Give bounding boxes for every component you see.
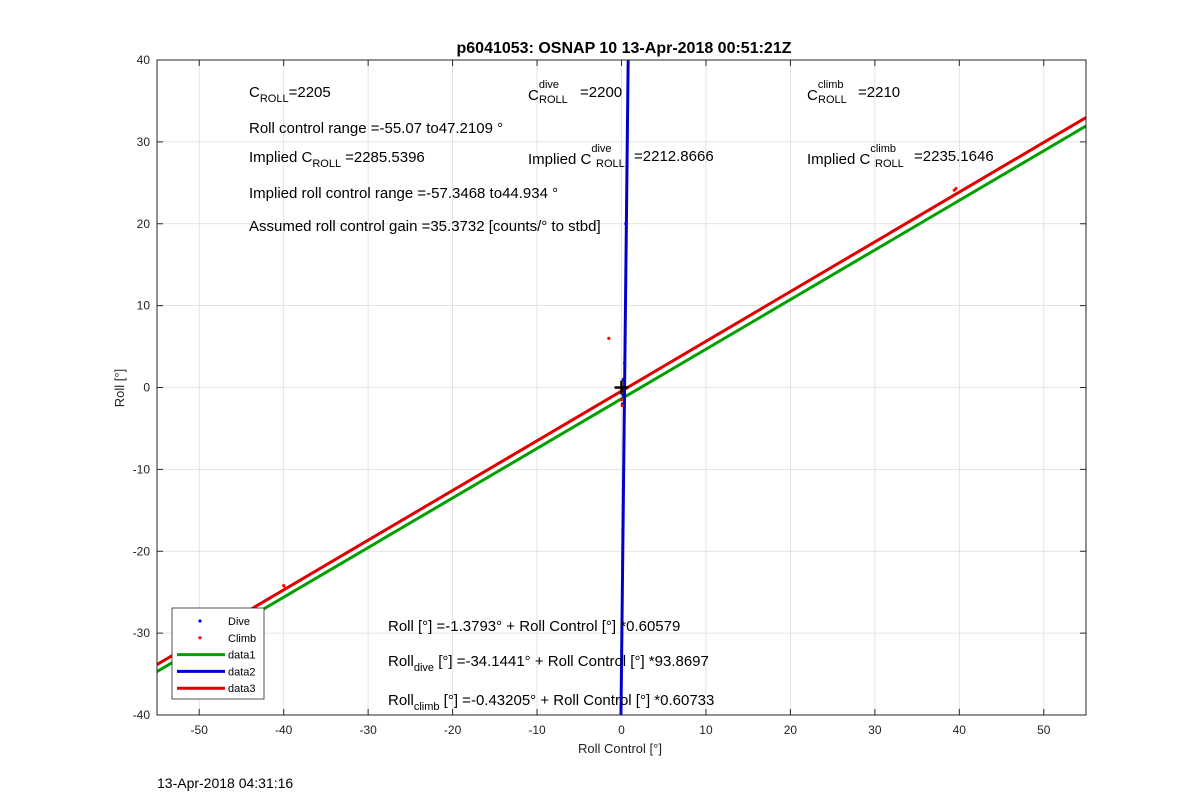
annotation-implied-c-dive: Implied Cdive ROLL =2212.8666 [528, 143, 714, 170]
annotation-implied-c-roll: Implied CROLL =2285.5396 [249, 149, 425, 170]
legend-label-climb: Climb [228, 633, 256, 645]
x-tick-label: 0 [618, 723, 625, 737]
y-tick-label: -20 [133, 544, 151, 558]
y-tick-label: 40 [137, 53, 151, 67]
series-layer [156, 59, 1087, 716]
x-tick-label: -30 [359, 723, 377, 737]
y-tick-label: 20 [137, 217, 151, 231]
legend-marker-climb [198, 636, 202, 640]
y-tick-label: 30 [137, 135, 151, 149]
y-tick-label: -40 [133, 708, 151, 722]
x-tick-label: 20 [784, 723, 798, 737]
legend: Dive Climb data1 data2 data3 [171, 607, 265, 700]
legend-label-data2: data2 [228, 666, 256, 678]
dive-point [624, 222, 628, 226]
legend-marker-dive [198, 619, 202, 623]
x-axis-label: Roll Control [°] [578, 741, 662, 756]
equation-roll-climb: Rollclimb [°] =-0.43205° + Roll Control … [388, 692, 714, 713]
annotation-c-roll-climb: Cclimb ROLL =2210 [807, 79, 900, 106]
y-tick-label: 10 [137, 299, 151, 313]
legend-label-dive: Dive [228, 616, 250, 628]
climb-point [282, 584, 286, 588]
climb-point [607, 336, 611, 340]
climb-point [283, 586, 287, 590]
legend-label-data1: data1 [228, 650, 256, 662]
annotation-roll-control-range: Roll control range =-55.07 to47.2109 ° [249, 120, 503, 137]
annotation-c-roll-dive: Cdive ROLL =2200 [528, 79, 622, 106]
climb-point [952, 188, 956, 192]
equation-roll-all: Roll [°] =-1.3793° + Roll Control [°] *0… [388, 618, 680, 635]
annotation-implied-c-climb: Implied Cclimb ROLL =2235.1646 [807, 143, 994, 170]
x-tick-label: -40 [275, 723, 293, 737]
dive-point [621, 377, 625, 381]
climb-point [619, 398, 624, 402]
x-tick-label: -10 [528, 723, 546, 737]
x-tick-label: -20 [444, 723, 462, 737]
climb-point [620, 403, 624, 408]
chart-title: p6041053: OSNAP 10 13-Apr-2018 00:51:21Z [457, 40, 792, 57]
x-tick-label: 30 [868, 723, 882, 737]
annotation-assumed-gain: Assumed roll control gain =35.3732 [coun… [249, 218, 601, 235]
y-axis-label: Roll [°] [112, 369, 127, 407]
x-tick-label: 40 [953, 723, 967, 737]
ticks: -50 -40 -30 -20 -10 0 10 20 30 40 50 -40 -30 -20 -10 0 1… [133, 53, 1086, 737]
equation-roll-dive: Rolldive [°] =-34.1441° + Roll Control [… [388, 653, 709, 674]
dive-point [622, 361, 626, 365]
y-tick-label: 0 [143, 381, 150, 395]
annotation-implied-roll-range: Implied roll control range =-57.3468 to4… [249, 185, 558, 202]
dive-point [621, 394, 625, 398]
x-tick-label: 50 [1037, 723, 1051, 737]
annotation-c-roll: CROLL=2205 [249, 84, 331, 105]
print-timestamp: 13-Apr-2018 04:31:16 [157, 775, 293, 791]
y-tick-label: -30 [133, 626, 151, 640]
x-tick-label: -50 [191, 723, 209, 737]
y-tick-label: -10 [133, 462, 151, 476]
x-tick-label: 10 [699, 723, 713, 737]
legend-label-data3: data3 [228, 683, 256, 695]
